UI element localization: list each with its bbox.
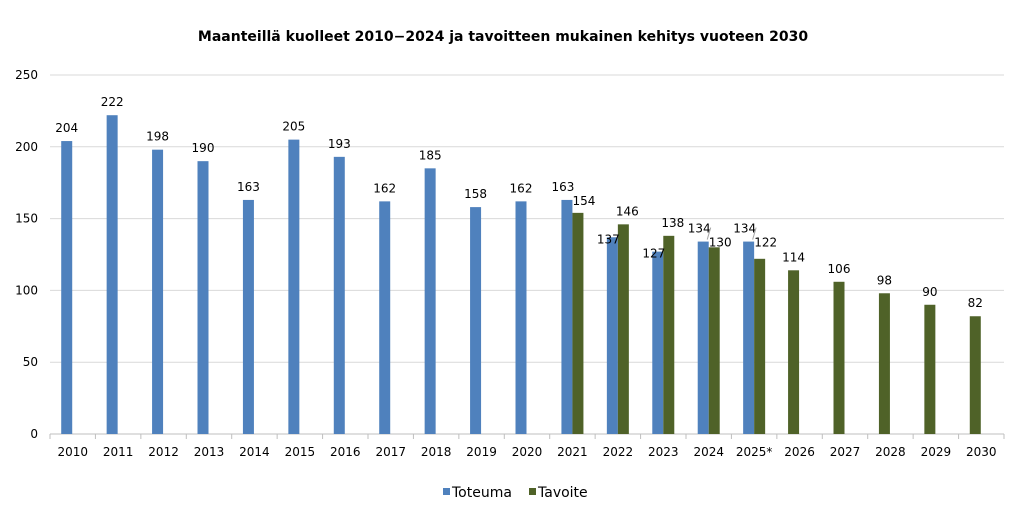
gridlines — [50, 74, 1004, 435]
x-tick-label: 2029 — [921, 445, 952, 459]
y-tick-label: 250 — [15, 68, 38, 82]
bar-toteuma — [288, 139, 300, 434]
bar-toteuma — [242, 199, 254, 434]
x-tick-label: 2026 — [784, 445, 815, 459]
bar-toteuma — [652, 251, 664, 434]
y-axis: 0 50 100 150 200 250 — [15, 68, 38, 441]
bar-toteuma — [197, 161, 209, 434]
bar-tavoite — [754, 258, 766, 434]
data-label: 190 — [192, 141, 215, 155]
x-tick-label: 2016 — [330, 445, 361, 459]
bar-tavoite — [969, 316, 981, 434]
bar-toteuma — [379, 201, 391, 434]
legend-swatch — [443, 488, 450, 495]
x-tick-label: 2022 — [603, 445, 634, 459]
data-label: 114 — [782, 250, 805, 264]
data-label: 163 — [237, 180, 260, 194]
data-label: 154 — [572, 194, 595, 208]
data-label: 106 — [828, 262, 851, 276]
x-tick-label: 2015 — [285, 445, 316, 459]
legend-label: Toteuma — [451, 485, 512, 501]
label-leader-line — [752, 227, 757, 240]
bar-toteuma — [61, 141, 73, 434]
bar-toteuma — [515, 201, 527, 434]
legend-swatch — [529, 488, 536, 495]
data-label: 162 — [510, 181, 533, 195]
x-tick-label: 2017 — [375, 445, 406, 459]
x-tick-label: 2021 — [557, 445, 588, 459]
bar-tavoite — [663, 235, 675, 434]
x-tick-label: 2028 — [875, 445, 906, 459]
bar-toteuma — [561, 199, 573, 434]
label-leader-line — [706, 227, 712, 240]
data-label: 90 — [922, 285, 937, 299]
x-tick-label: 2023 — [648, 445, 679, 459]
data-label: 222 — [101, 95, 124, 109]
data-label: 193 — [328, 137, 351, 151]
data-label: 134 — [733, 222, 756, 236]
bar-toteuma — [333, 156, 345, 435]
bar-toteuma — [697, 241, 709, 434]
bar-tavoite — [617, 224, 629, 434]
data-label: 158 — [464, 187, 487, 201]
bar-tavoite — [788, 270, 800, 434]
y-tick-label: 200 — [15, 140, 38, 154]
data-label: 162 — [373, 181, 396, 195]
data-label: 122 — [754, 236, 777, 250]
bar-toteuma — [470, 207, 482, 434]
y-tick-label: 50 — [23, 355, 38, 369]
bar-tavoite — [833, 281, 845, 434]
bar-toteuma — [152, 149, 164, 434]
y-tick-label: 100 — [15, 283, 38, 297]
data-label: 198 — [146, 130, 169, 144]
bar-toteuma — [743, 241, 755, 434]
x-tick-label: 2014 — [239, 445, 270, 459]
data-label: 127 — [642, 247, 665, 261]
y-tick-label: 0 — [30, 427, 38, 441]
x-tick-label: 2025* — [736, 445, 773, 459]
x-axis: 2010 2011 2012 2013 2014 2015 2016 2017 2018 2019… — [49, 434, 1005, 459]
x-tick-label: 2030 — [966, 445, 997, 459]
bar-toteuma — [106, 115, 118, 434]
data-label: 205 — [282, 120, 305, 134]
x-tick-label: 2024 — [693, 445, 724, 459]
bar-tavoite — [572, 212, 584, 434]
x-tick-label: 2013 — [194, 445, 225, 459]
bar-toteuma — [424, 168, 436, 434]
bar-toteuma — [606, 237, 618, 434]
data-label: 163 — [551, 180, 574, 194]
x-tick-label: 2020 — [512, 445, 543, 459]
x-tick-label: 2012 — [148, 445, 179, 459]
data-label: 137 — [597, 232, 620, 246]
x-tick-label: 2019 — [466, 445, 497, 459]
data-label: 146 — [616, 204, 639, 218]
legend: Toteuma Tavoite — [443, 485, 588, 501]
y-tick-label: 150 — [15, 212, 38, 226]
data-label: 82 — [968, 296, 983, 310]
chart-title: Maanteillä kuolleet 2010−2024 ja tavoitt… — [198, 29, 808, 45]
bars — [61, 115, 981, 435]
data-label: 134 — [688, 222, 711, 236]
data-label: 98 — [877, 273, 892, 287]
data-label: 185 — [419, 148, 442, 162]
legend-label: Tavoite — [537, 485, 588, 501]
bar-tavoite — [924, 304, 936, 434]
data-label: 138 — [661, 216, 684, 230]
data-label: 130 — [709, 236, 732, 250]
x-tick-label: 2010 — [57, 445, 88, 459]
bar-tavoite — [878, 293, 890, 434]
x-tick-label: 2018 — [421, 445, 452, 459]
x-tick-label: 2011 — [103, 445, 134, 459]
bar-tavoite — [708, 247, 720, 434]
data-label: 204 — [55, 121, 78, 135]
x-tick-label: 2027 — [830, 445, 861, 459]
